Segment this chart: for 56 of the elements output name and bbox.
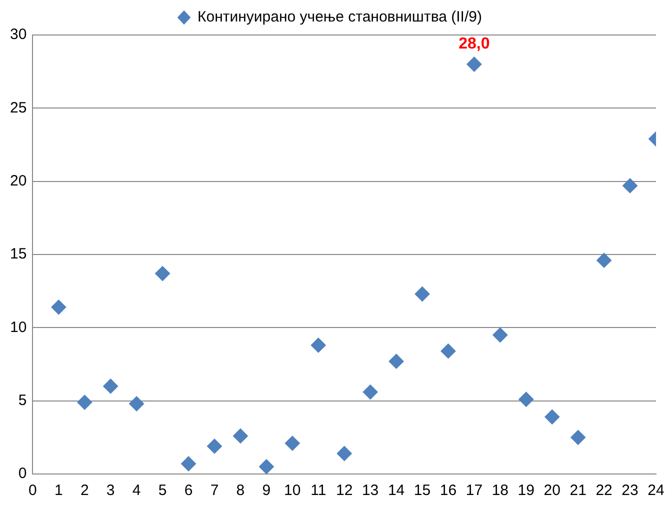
point bbox=[77, 394, 92, 410]
point bbox=[570, 430, 586, 445]
point bbox=[103, 378, 118, 394]
y-tick-label: 0 bbox=[18, 465, 27, 482]
x-tick-label: 5 bbox=[158, 482, 167, 500]
point bbox=[596, 252, 612, 268]
point bbox=[622, 178, 638, 194]
point bbox=[466, 56, 482, 72]
data-label: 28,0 bbox=[458, 36, 490, 53]
x-tick-label: 17 bbox=[466, 482, 483, 500]
x-tick-label: 15 bbox=[414, 482, 431, 500]
x-tick-label: 18 bbox=[492, 482, 509, 500]
x-tick-label: 14 bbox=[388, 482, 405, 500]
x-tick-label: 13 bbox=[362, 482, 379, 500]
point bbox=[155, 266, 170, 282]
x-tick-label: 8 bbox=[236, 482, 245, 500]
x-tick-label: 20 bbox=[544, 482, 560, 500]
y-tick-label: 5 bbox=[18, 392, 27, 409]
point bbox=[258, 459, 274, 474]
point bbox=[388, 354, 404, 369]
point bbox=[51, 300, 66, 315]
x-tick-label: 9 bbox=[262, 482, 271, 500]
x-tick-label: 19 bbox=[518, 482, 534, 500]
x-tick-label: 1 bbox=[54, 482, 63, 500]
x-tick-label: 4 bbox=[132, 482, 141, 500]
x-tick-label: 22 bbox=[596, 482, 612, 500]
point bbox=[284, 436, 300, 451]
point bbox=[362, 384, 378, 400]
point bbox=[336, 446, 352, 462]
x-tick-label: 21 bbox=[570, 482, 586, 500]
x-tick-label: 7 bbox=[210, 482, 219, 500]
point bbox=[414, 286, 430, 302]
x-tick-label: 23 bbox=[622, 482, 638, 500]
y-tick-label: 30 bbox=[10, 26, 27, 44]
y-tick-label: 15 bbox=[10, 246, 27, 263]
x-tick-label: 6 bbox=[184, 482, 193, 500]
point bbox=[181, 456, 196, 472]
point bbox=[518, 392, 534, 407]
point bbox=[492, 327, 508, 342]
x-tick-label: 11 bbox=[310, 482, 326, 500]
x-tick-label: 12 bbox=[336, 482, 353, 500]
point bbox=[206, 438, 222, 454]
point bbox=[310, 338, 326, 353]
point bbox=[544, 409, 560, 424]
y-tick-label: 10 bbox=[10, 318, 27, 336]
x-tick-label: 10 bbox=[284, 482, 301, 500]
x-tick-label: 3 bbox=[106, 482, 115, 500]
x-tick-label: 16 bbox=[440, 482, 457, 500]
point bbox=[232, 428, 248, 444]
point bbox=[440, 344, 456, 359]
x-tick-label: 2 bbox=[80, 482, 89, 500]
y-tick-label: 25 bbox=[10, 99, 27, 116]
x-tick-label: 24 bbox=[648, 482, 664, 500]
y-tick-label: 20 bbox=[10, 172, 27, 190]
legend-label: Континуирано учење становништва (II/9) bbox=[198, 8, 482, 26]
point bbox=[129, 396, 144, 412]
